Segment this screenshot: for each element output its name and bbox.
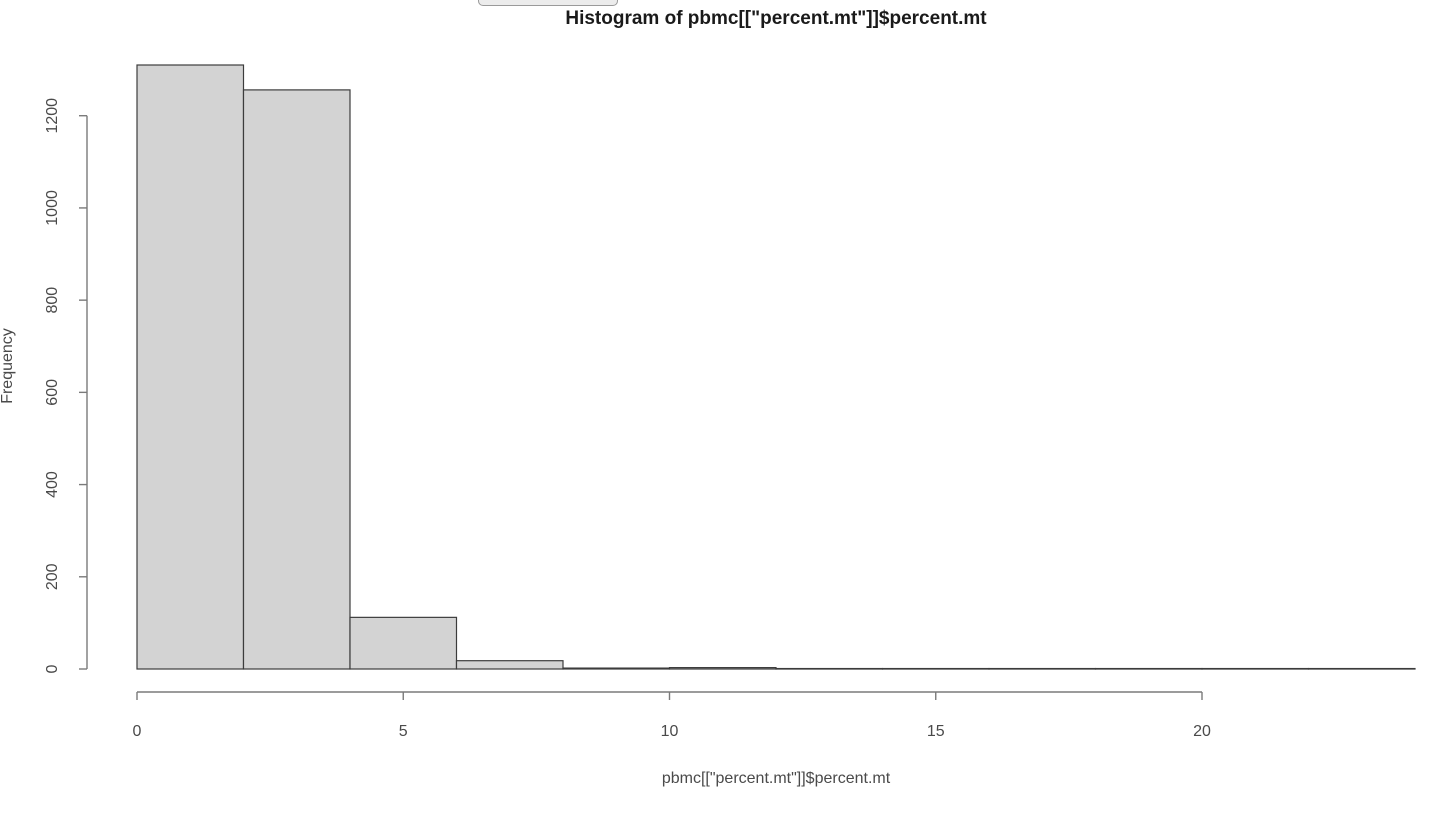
y-axis-label: Frequency (0, 328, 16, 404)
x-axis-label: pbmc[["percent.mt"]]$percent.mt (662, 770, 891, 787)
histogram-bar (775, 667, 884, 670)
y-tick-label: 1000 (44, 190, 61, 226)
y-ticks-layer: 0 200 400 600 800 1000 1200 (44, 98, 87, 673)
histogram-bar (242, 89, 351, 670)
x-tick-label: 15 (927, 723, 945, 740)
y-tick-label: 0 (44, 664, 61, 673)
histogram-bar (1094, 667, 1203, 670)
histogram-bar (562, 667, 671, 670)
y-tick-label: 200 (44, 563, 61, 590)
histogram-bar (881, 667, 990, 670)
histogram-bar (988, 667, 1097, 670)
y-tick-label: 800 (44, 287, 61, 314)
y-tick-label: 600 (44, 379, 61, 406)
top-tab-button[interactable] (478, 0, 618, 6)
histogram-bar (455, 660, 564, 670)
bars-layer (136, 64, 1416, 670)
y-tick-label: 400 (44, 471, 61, 498)
histogram-bar (1201, 667, 1310, 670)
histogram-bar (668, 667, 777, 670)
x-tick-label: 10 (661, 723, 679, 740)
x-ticks-layer: 0 5 10 15 20 (133, 692, 1211, 740)
histogram-bar (349, 616, 458, 670)
chart-title: Histogram of pbmc[["percent.mt"]]$percen… (565, 8, 987, 29)
x-tick-label: 0 (133, 723, 142, 740)
x-tick-label: 20 (1193, 723, 1211, 740)
y-tick-label: 1200 (44, 98, 61, 134)
histogram-bar (136, 64, 245, 670)
x-tick-label: 5 (399, 723, 408, 740)
histogram-bar (1307, 667, 1416, 670)
